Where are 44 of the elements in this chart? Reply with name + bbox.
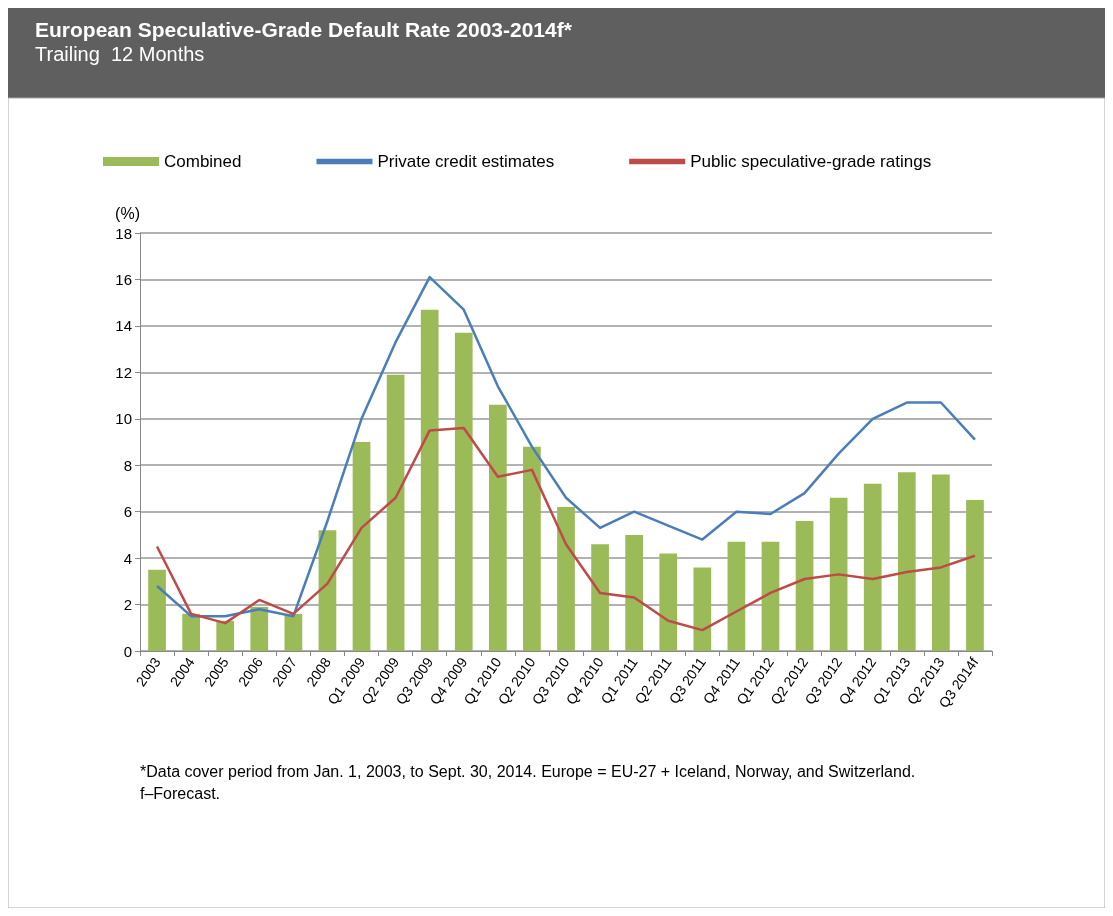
bar (284, 613, 303, 651)
line-series (155, 426, 977, 632)
chart-title: European Speculative-Grade Default Rate 2003-2014f* (35, 18, 573, 41)
bar (693, 567, 712, 651)
bar (659, 553, 678, 651)
y-tick-label: 16 (115, 270, 132, 288)
chart-subtitle: Trailing 12 Months (35, 43, 205, 65)
bar (454, 332, 473, 651)
legend-label: Private credit estimates (377, 152, 555, 171)
bar (420, 309, 439, 651)
line-series (155, 275, 977, 618)
bar (523, 446, 541, 651)
y-tick-label: 14 (115, 317, 132, 335)
bar (829, 497, 848, 651)
legend-label: Combined (164, 152, 242, 171)
bar (318, 530, 337, 651)
bar (761, 541, 780, 651)
y-tick-label: 2 (123, 596, 132, 614)
bar (591, 544, 609, 651)
bar (182, 613, 200, 651)
y-axis-title: (%) (115, 204, 140, 222)
bar (148, 569, 166, 651)
bar (966, 500, 984, 651)
y-tick-label: 10 (115, 410, 132, 428)
y-tick-label: 0 (123, 642, 132, 660)
bar (250, 606, 269, 651)
bar (932, 474, 950, 651)
bar (863, 483, 882, 651)
bar (795, 520, 814, 651)
y-tick-label: 18 (115, 224, 132, 242)
y-tick-label: 6 (123, 503, 132, 521)
bar (488, 404, 507, 651)
bar (625, 534, 644, 651)
bar (216, 620, 235, 651)
y-tick-label: 8 (123, 456, 132, 474)
bar (352, 442, 371, 651)
text: *Data cover period from Jan. 1, 2003, to Sept. 30, 2014. Europe = EU-27 + Iceland, Norway, and Switzerland. f–Forecast. (140, 762, 920, 802)
bar (727, 541, 746, 651)
y-tick-label: 4 (123, 549, 132, 567)
y-tick-label: 12 (115, 363, 132, 381)
bar (897, 472, 916, 651)
legend-label: Public speculative-grade ratings (690, 152, 932, 171)
bar (557, 507, 575, 651)
bar (386, 374, 405, 651)
